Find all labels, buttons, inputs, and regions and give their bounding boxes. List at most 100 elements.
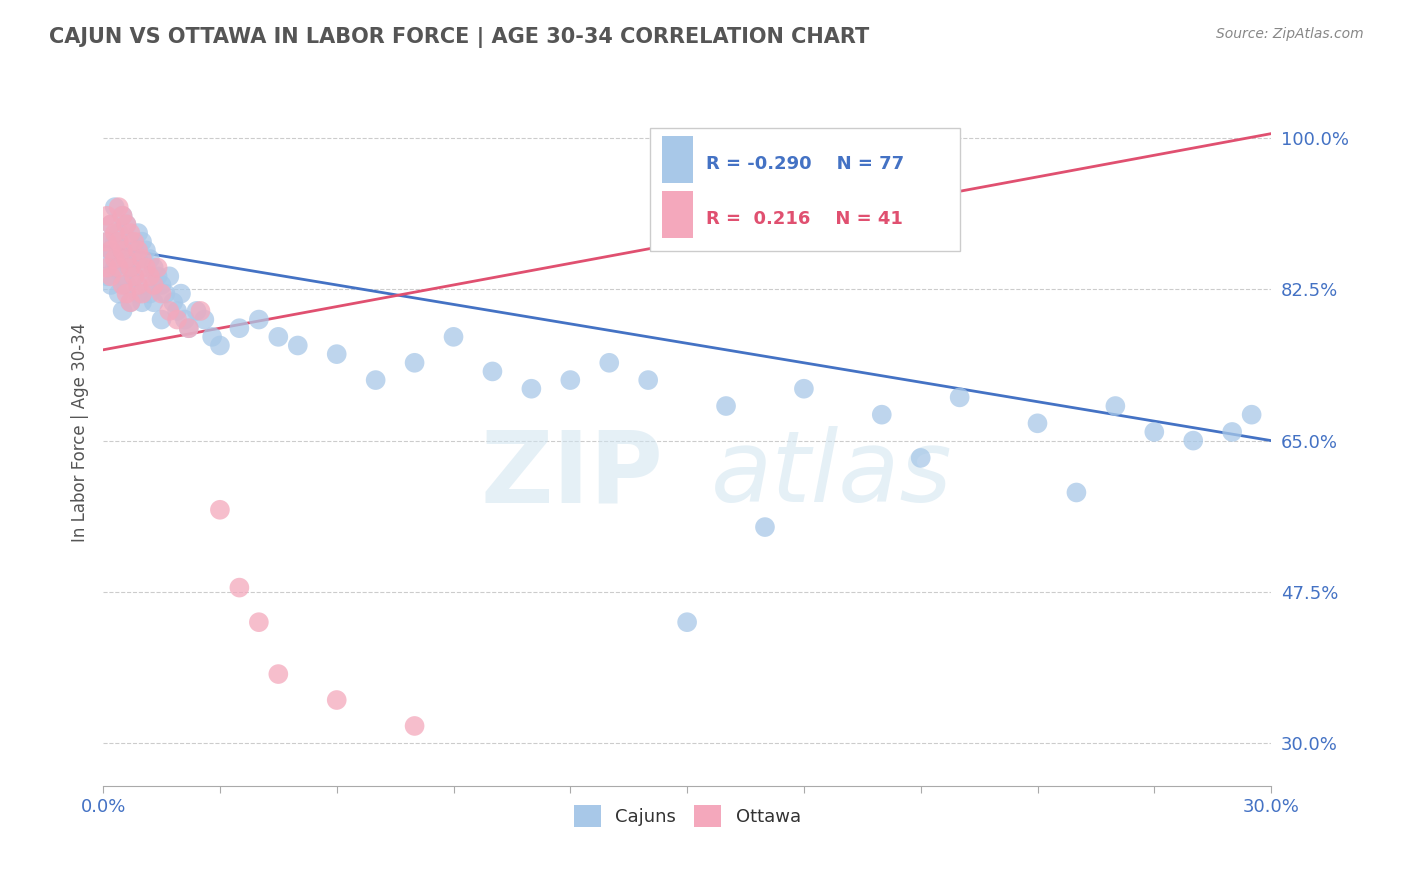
Point <box>146 260 169 275</box>
Text: R = -0.290    N = 77: R = -0.290 N = 77 <box>706 154 904 173</box>
Point <box>166 304 188 318</box>
Point <box>127 277 149 292</box>
Point <box>124 244 146 258</box>
Point <box>96 235 118 249</box>
Point <box>100 244 122 258</box>
Point <box>131 260 153 275</box>
Point <box>135 260 157 275</box>
Point <box>115 286 138 301</box>
Point <box>139 269 162 284</box>
Point <box>1240 408 1263 422</box>
Point <box>111 244 134 258</box>
Point <box>104 252 127 266</box>
Point <box>1182 434 1205 448</box>
Point <box>127 252 149 266</box>
Point <box>107 226 129 240</box>
Point <box>598 356 620 370</box>
Point <box>107 260 129 275</box>
Point <box>173 312 195 326</box>
Point <box>115 252 138 266</box>
Point <box>404 719 426 733</box>
Y-axis label: In Labor Force | Age 30-34: In Labor Force | Age 30-34 <box>72 322 89 541</box>
Point <box>111 269 134 284</box>
Point <box>146 269 169 284</box>
Point <box>793 382 815 396</box>
Point <box>676 615 699 630</box>
Point <box>104 260 127 275</box>
Point <box>107 252 129 266</box>
Point <box>135 244 157 258</box>
Point <box>131 295 153 310</box>
Point <box>208 338 231 352</box>
Point <box>120 235 142 249</box>
Text: atlas: atlas <box>710 426 952 523</box>
Point <box>127 226 149 240</box>
Point <box>96 209 118 223</box>
Point <box>96 252 118 266</box>
Point <box>120 226 142 240</box>
Point <box>247 615 270 630</box>
Point <box>267 330 290 344</box>
Point <box>247 312 270 326</box>
Point <box>481 364 503 378</box>
Point <box>208 503 231 517</box>
Point <box>190 304 212 318</box>
Point <box>1104 399 1126 413</box>
Text: CAJUN VS OTTAWA IN LABOR FORCE | AGE 30-34 CORRELATION CHART: CAJUN VS OTTAWA IN LABOR FORCE | AGE 30-… <box>49 27 869 48</box>
Point <box>120 295 142 310</box>
Point <box>166 312 188 326</box>
Point <box>1220 425 1243 439</box>
Point <box>107 200 129 214</box>
Point <box>135 277 157 292</box>
Point <box>193 312 215 326</box>
Point <box>124 269 146 284</box>
Point <box>100 277 122 292</box>
Point <box>443 330 465 344</box>
Point <box>111 277 134 292</box>
Point <box>870 408 893 422</box>
Point <box>142 295 165 310</box>
Point <box>104 200 127 214</box>
Point <box>139 286 162 301</box>
Point <box>754 520 776 534</box>
Point <box>1066 485 1088 500</box>
Point <box>100 244 122 258</box>
Point <box>520 382 543 396</box>
Point <box>104 226 127 240</box>
Point <box>127 286 149 301</box>
Point <box>325 693 347 707</box>
Point <box>131 286 153 301</box>
Point <box>404 356 426 370</box>
Point <box>228 321 250 335</box>
Point <box>325 347 347 361</box>
Point <box>111 209 134 223</box>
Point <box>155 286 177 301</box>
Point <box>150 286 173 301</box>
Point <box>115 252 138 266</box>
Point <box>560 373 582 387</box>
Point <box>111 304 134 318</box>
Point <box>96 260 118 275</box>
Point <box>170 286 193 301</box>
Legend: Cajuns, Ottawa: Cajuns, Ottawa <box>567 797 808 834</box>
Point <box>186 304 208 318</box>
Point <box>111 209 134 223</box>
Point <box>120 295 142 310</box>
Point <box>96 235 118 249</box>
Text: ZIP: ZIP <box>481 426 664 523</box>
Point <box>267 667 290 681</box>
Point <box>201 330 224 344</box>
Point <box>124 269 146 284</box>
Point <box>910 450 932 465</box>
Point <box>107 286 129 301</box>
Point <box>124 235 146 249</box>
Point <box>100 218 122 232</box>
Point <box>100 269 122 284</box>
Point <box>949 390 972 404</box>
Point <box>107 235 129 249</box>
Point <box>131 235 153 249</box>
Point <box>104 235 127 249</box>
Point <box>287 338 309 352</box>
Point <box>177 321 200 335</box>
Text: Source: ZipAtlas.com: Source: ZipAtlas.com <box>1216 27 1364 41</box>
